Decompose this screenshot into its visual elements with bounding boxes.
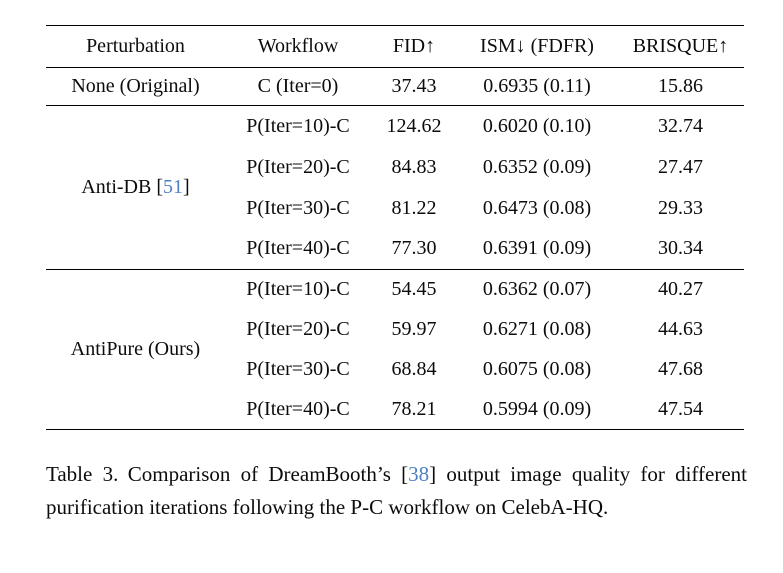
perturbation-group: None (Original) C (Iter=0) 37.43 0.6935 (0.… [46, 68, 744, 106]
workflow-cell: C (Iter=0) [257, 75, 339, 97]
results-table-wrap: Perturbation Workflow FID↑ ISM↓ (FDFR) B… [46, 25, 744, 430]
ism-value: 0.6935 (0.11) [483, 75, 591, 97]
table-row: P(Iter=30)-C 81.22 0.6473 (0.08) 29.33 [46, 188, 744, 229]
brisque-value: 30.34 [658, 237, 703, 260]
fid-value: 77.30 [391, 237, 437, 260]
workflow-cell: P(Iter=20)-C [246, 155, 350, 178]
citation-link-51[interactable]: 51 [163, 176, 183, 198]
perturbation-cell: None (Original) [71, 75, 200, 97]
ism-value: 0.6271 (0.08) [482, 318, 592, 340]
table-row: P(Iter=30)-C 68.84 0.6075 (0.08) 47.68 [46, 350, 744, 390]
col-header-workflow: Workflow [257, 35, 339, 57]
table-row: P(Iter=40)-C 77.30 0.6391 (0.09) 30.34 [46, 229, 744, 270]
table-row: AntiPure (Ours) P(Iter=10)-C 54.45 0.6362 (… [46, 270, 744, 360]
col-header-perturbation: Perturbation [86, 35, 185, 57]
fid-value: 81.22 [391, 196, 437, 219]
fid-value: 124.62 [386, 114, 442, 137]
fid-value: 59.97 [391, 318, 437, 340]
fid-value: 37.43 [391, 75, 437, 97]
ism-value: 0.6473 (0.08) [482, 196, 592, 219]
perturbation-cell: Anti-DB [51] [81, 176, 190, 198]
brisque-value: 27.47 [658, 155, 703, 178]
table-row: P(Iter=20)-C 59.97 0.6271 (0.08) 44.63 [46, 310, 744, 350]
brisque-value: 29.33 [658, 196, 703, 219]
table-row: None (Original) C (Iter=0) 37.43 0.6935 (0.… [46, 68, 744, 106]
fid-value: 78.21 [391, 397, 437, 420]
ism-value: 0.5994 (0.09) [482, 397, 592, 420]
ism-value: 0.6391 (0.09) [482, 237, 592, 260]
table-row: P(Iter=40)-C 78.21 0.5994 (0.09) 47.54 [46, 390, 744, 430]
ism-value: 0.6352 (0.09) [482, 155, 592, 178]
citation-link-38[interactable]: 38 [408, 462, 430, 486]
ism-value: 0.6362 (0.07) [482, 278, 592, 301]
fid-value: 54.45 [391, 278, 437, 301]
table-header: Perturbation Workflow FID↑ ISM↓ (FDFR) B… [46, 26, 744, 68]
workflow-cell: P(Iter=10)-C [246, 114, 350, 137]
col-header-ism-fdfr: ISM↓ (FDFR) [480, 35, 594, 57]
table-caption: Table 3. Comparison of DreamBooth’s [38] … [46, 458, 747, 524]
workflow-cell: P(Iter=10)-C [246, 278, 350, 301]
workflow-cell: P(Iter=40)-C [246, 237, 350, 260]
ism-value: 0.6075 (0.08) [482, 358, 592, 380]
caption-text-after-cite: output image quality for different purif… [46, 462, 748, 519]
workflow-cell: P(Iter=30)-C [246, 196, 350, 219]
header-row: Perturbation Workflow FID↑ ISM↓ (FDFR) B… [46, 26, 744, 68]
perturbation-group: Anti-DB [51] P(Iter=10)-C 124.62 0.6020 (0.… [46, 106, 744, 270]
caption-cite-close-bracket: ] [429, 462, 437, 486]
fid-value: 68.84 [391, 358, 437, 380]
workflow-cell: P(Iter=30)-C [246, 358, 350, 380]
fid-value: 84.83 [391, 155, 437, 178]
brisque-value: 15.86 [658, 75, 703, 97]
workflow-cell: P(Iter=40)-C [246, 397, 350, 420]
perturbation-group: AntiPure (Ours) P(Iter=10)-C 54.45 0.6362 (… [46, 270, 744, 430]
workflow-cell: P(Iter=20)-C [246, 318, 350, 340]
brisque-value: 40.27 [658, 278, 703, 301]
ism-value: 0.6020 (0.10) [482, 114, 592, 137]
table-row: Anti-DB [51] P(Iter=10)-C 124.62 0.6020 (0.… [46, 106, 744, 198]
brisque-value: 32.74 [658, 114, 703, 137]
results-table: Perturbation Workflow FID↑ ISM↓ (FDFR) B… [46, 25, 744, 430]
caption-text-before-cite: Comparison of DreamBooth’s [127, 462, 402, 486]
brisque-value: 47.68 [658, 358, 703, 380]
brisque-value: 47.54 [658, 397, 703, 420]
col-header-brisque: BRISQUE↑ [632, 35, 729, 57]
perturbation-cell: AntiPure (Ours) [70, 338, 201, 360]
table-row: P(Iter=20)-C 84.83 0.6352 (0.09) 27.47 [46, 147, 744, 188]
caption-label: Table 3. [46, 462, 119, 486]
caption-cite-open-bracket: [ [401, 462, 409, 486]
col-header-fid: FID↑ [392, 35, 436, 57]
brisque-value: 44.63 [658, 318, 703, 340]
